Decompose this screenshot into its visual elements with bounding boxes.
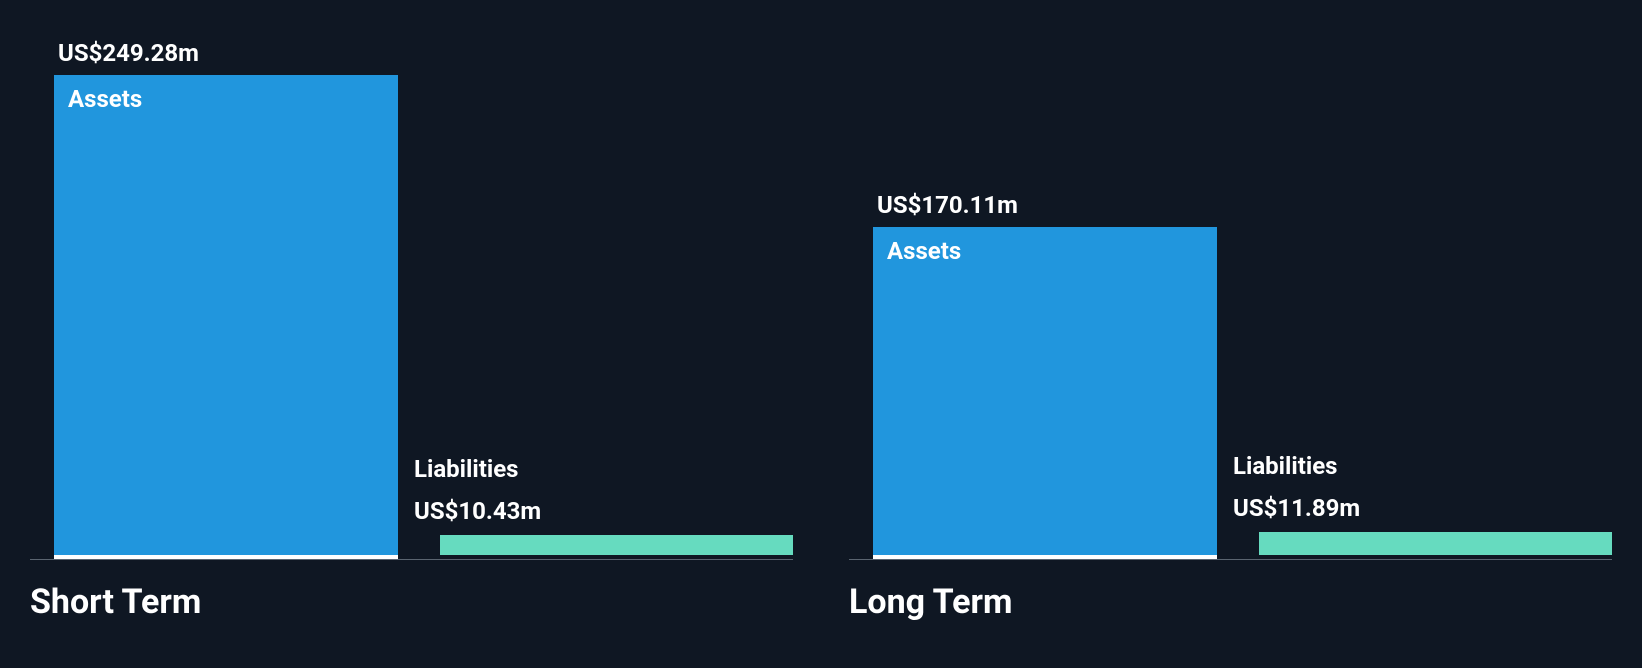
- panel-title: Long Term: [849, 582, 1612, 622]
- liabilities-label: Liabilities: [414, 455, 519, 483]
- liabilities-value-label: US$10.43m: [414, 497, 541, 525]
- liabilities-bar: [1259, 532, 1612, 555]
- liabilities-value-label: US$11.89m: [1233, 494, 1360, 522]
- panel-short-term: US$249.28m Assets Liabilities US$10.43m …: [30, 30, 793, 622]
- bars-region: US$170.11m Assets Liabilities US$11.89m: [849, 30, 1612, 560]
- chart-container: US$249.28m Assets Liabilities US$10.43m …: [0, 0, 1642, 668]
- liabilities-label: Liabilities: [1233, 452, 1338, 480]
- assets-bar: Assets: [54, 75, 398, 555]
- assets-label: Assets: [887, 237, 961, 265]
- baseline: [54, 555, 398, 559]
- assets-value-label: US$249.28m: [58, 39, 199, 67]
- assets-bar: Assets: [873, 227, 1217, 555]
- liabilities-bar: [440, 535, 793, 555]
- bars-region: US$249.28m Assets Liabilities US$10.43m: [30, 30, 793, 560]
- baseline: [873, 555, 1217, 559]
- chart-area: US$249.28m Assets Liabilities US$10.43m …: [30, 30, 1612, 622]
- panel-title: Short Term: [30, 582, 793, 622]
- assets-value-label: US$170.11m: [877, 191, 1018, 219]
- assets-label: Assets: [68, 85, 142, 113]
- panel-long-term: US$170.11m Assets Liabilities US$11.89m …: [849, 30, 1612, 622]
